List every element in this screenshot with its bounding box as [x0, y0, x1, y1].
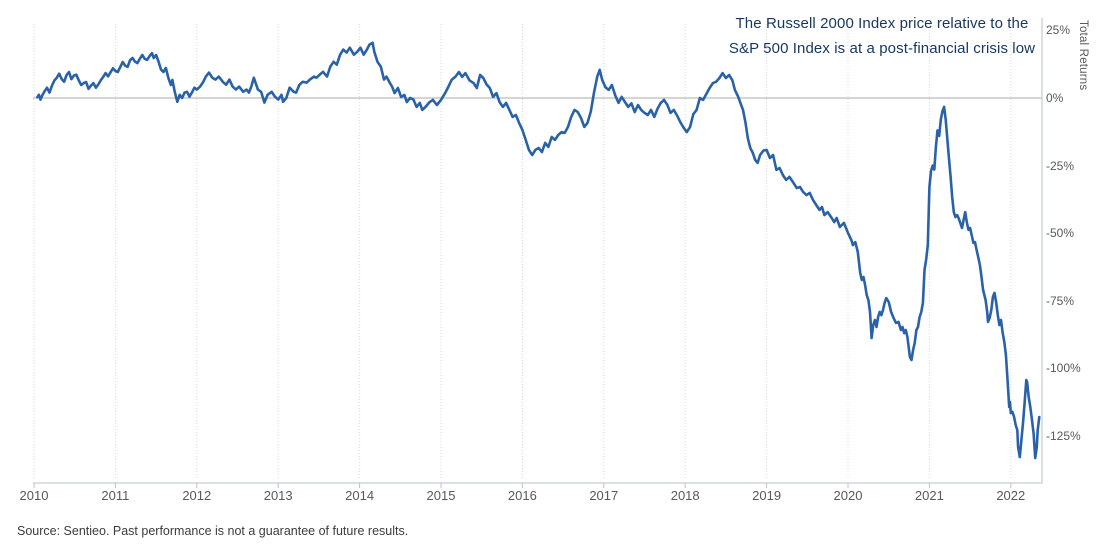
- y-tick-label: 25%: [1046, 23, 1071, 38]
- x-tick-label: 2015: [426, 488, 456, 503]
- relative-return-line: [35, 41, 1041, 460]
- y-tick-label: 0%: [1046, 91, 1064, 105]
- x-tick-label: 2022: [996, 488, 1026, 503]
- chart-title: The Russell 2000 Index price relative to…: [712, 11, 1052, 61]
- x-tick-label: 2018: [670, 488, 700, 503]
- chart-title-line2: S&P 500 Index is at a post-financial cri…: [728, 40, 1036, 57]
- x-tick-label: 2012: [182, 488, 212, 503]
- x-tick-label: 2013: [263, 488, 293, 503]
- source-note: Source: Sentieo. Past performance is not…: [17, 524, 409, 538]
- x-tick-label: 2020: [833, 488, 863, 503]
- x-tick-label: 2019: [752, 488, 782, 503]
- y-axis-title: Total Returns: [1077, 20, 1089, 91]
- x-tick-label: 2010: [19, 488, 49, 503]
- x-tick-label: 2016: [507, 488, 537, 503]
- y-tick-label: -100%: [1046, 361, 1081, 376]
- y-tick-label: -125%: [1046, 428, 1081, 443]
- x-tick-label: 2017: [589, 488, 619, 503]
- x-tick-label: 2011: [101, 488, 130, 503]
- x-tick-label: 2021: [914, 488, 944, 503]
- y-tick-label: -25%: [1046, 158, 1075, 173]
- y-tick-label: -75%: [1046, 293, 1075, 308]
- x-tick-label: 2014: [345, 488, 375, 503]
- chart-title-line1: The Russell 2000 Index price relative to…: [735, 15, 1029, 32]
- y-tick-label: -50%: [1046, 226, 1075, 241]
